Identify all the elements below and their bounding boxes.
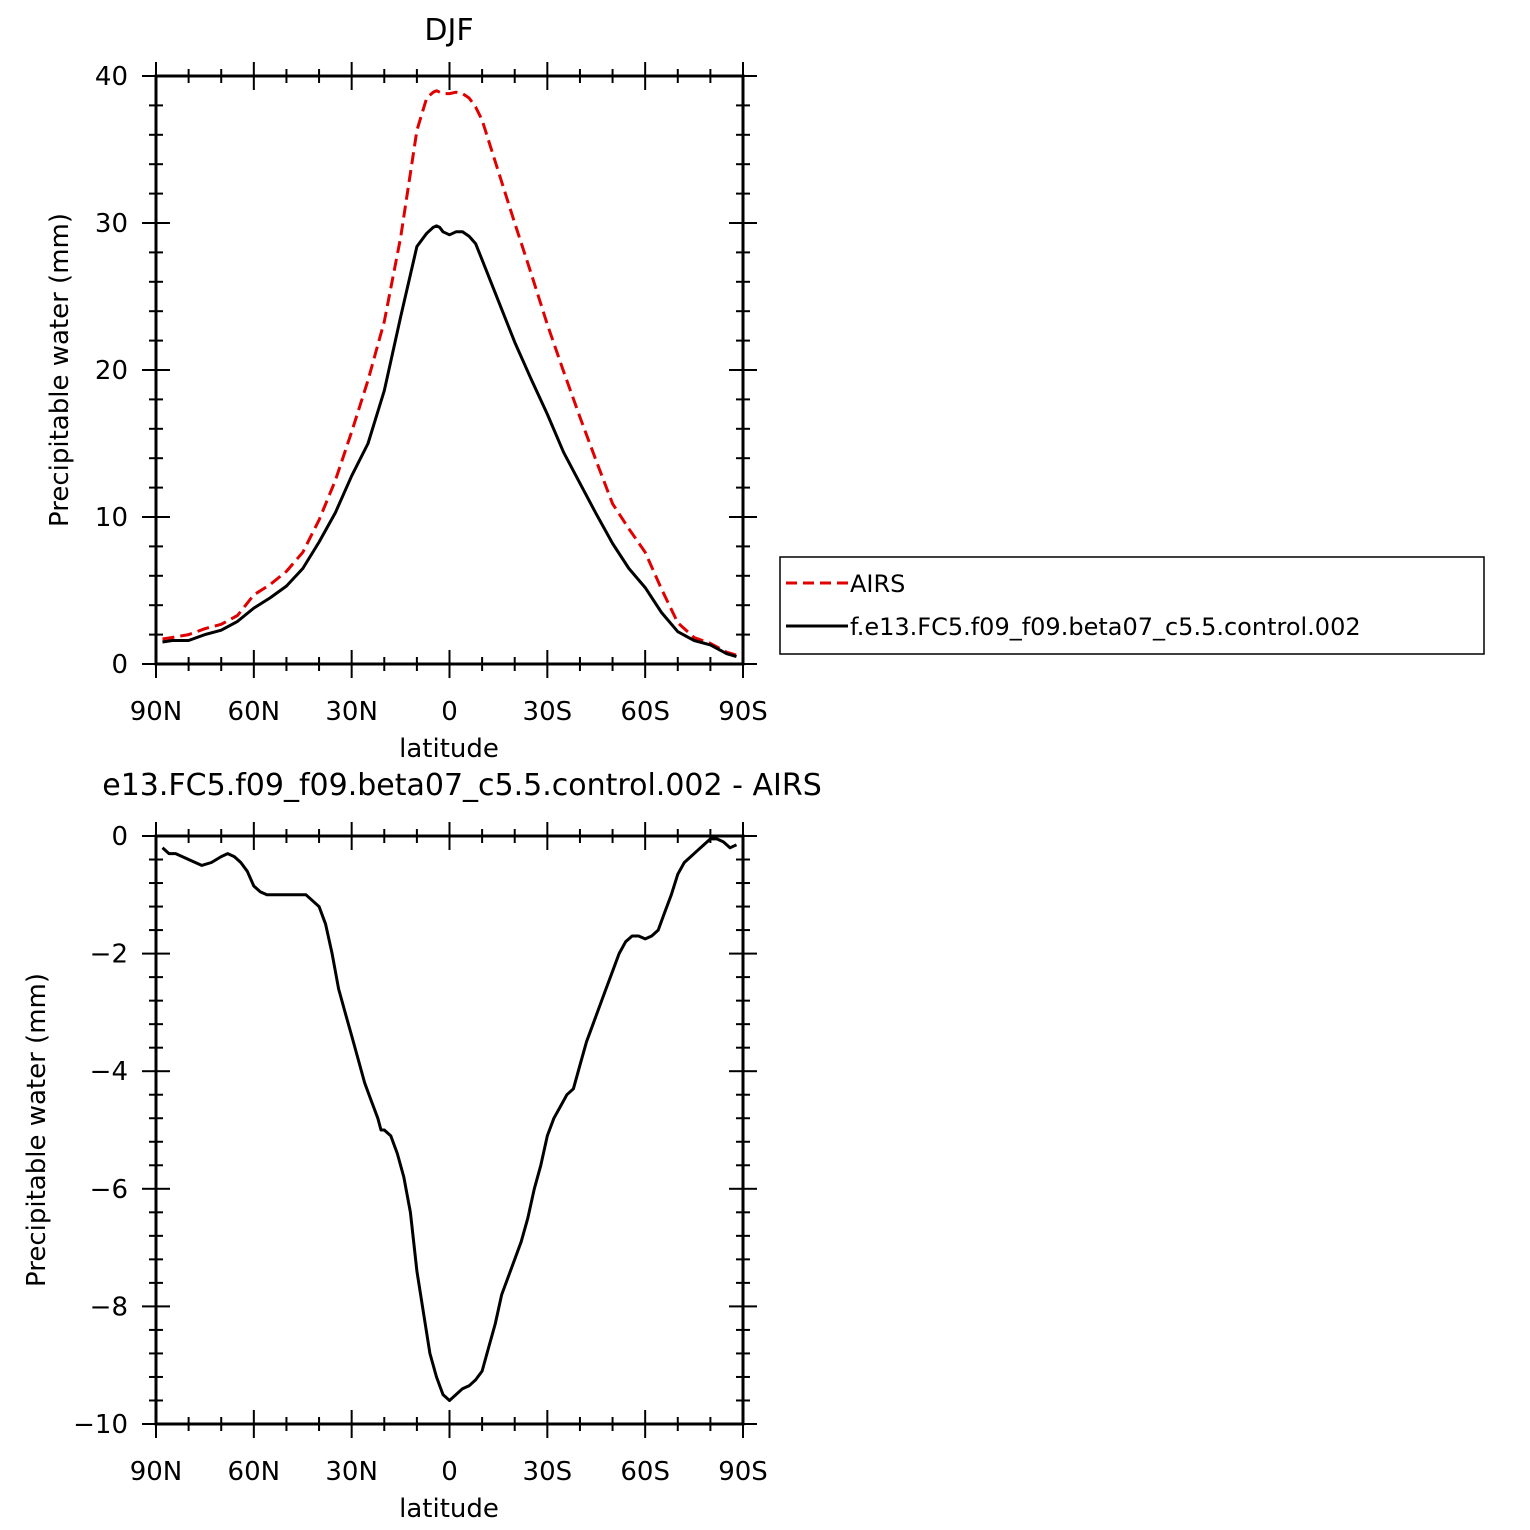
x-tick-label: 90N [130, 697, 183, 727]
y-tick-label: 20 [95, 356, 128, 386]
y-tick-label: −10 [73, 1410, 128, 1440]
bottom-chart-tick-labels: 90N 60N 30N 0 30S 60S 90S −10 −8 −6 −4 −2 0 [73, 822, 768, 1487]
y-tick-label: −2 [90, 940, 128, 970]
bottom-chart-panel: e13.FC5.f09_f09.beta07_c5.5.control.002 … [22, 768, 822, 1524]
top-chart-x-axis-title: latitude [399, 734, 499, 764]
top-chart-panel: DJF 90N 60N 30N 0 30S 60S 90S 0 10 20 30 40 latitud… [45, 13, 768, 764]
series-line-1 [162, 224, 737, 659]
top-chart-lines [162, 89, 737, 659]
top-chart-y-axis-title: Precipitable water (mm) [45, 213, 75, 527]
legend-box [779, 556, 1485, 655]
y-tick-label: −8 [90, 1292, 128, 1322]
x-tick-label: 60N [228, 1457, 281, 1487]
top-chart-frame [154, 74, 745, 666]
y-tick-label: 40 [95, 62, 128, 92]
top-chart-title: DJF [424, 13, 473, 48]
top-chart-tick-labels: 90N 60N 30N 0 30S 60S 90S 0 10 20 30 40 [95, 62, 768, 727]
chart-legend: AIRS f.e13.FC5.f09_f09.beta07_c5.5.contr… [779, 556, 1485, 655]
bottom-chart-lines [161, 837, 738, 1402]
x-tick-label: 30N [325, 697, 378, 727]
series-line-0 [162, 89, 737, 657]
x-tick-label: 90S [718, 697, 768, 727]
bottom-chart-x-axis-title: latitude [399, 1494, 499, 1524]
y-tick-label: 10 [95, 503, 128, 533]
y-tick-label: 30 [95, 209, 128, 239]
legend-model-label: f.e13.FC5.f09_f09.beta07_c5.5.control.00… [850, 613, 1361, 641]
bottom-chart-frame [154, 834, 745, 1426]
x-tick-label: 0 [441, 1457, 458, 1487]
series-line-0 [161, 837, 738, 1402]
x-tick-label: 0 [441, 697, 458, 727]
x-tick-label: 90S [718, 1457, 768, 1487]
y-tick-label: −6 [90, 1175, 128, 1205]
x-tick-label: 60S [620, 697, 670, 727]
legend-airs-label: AIRS [850, 570, 905, 598]
y-tick-label: 0 [111, 650, 128, 680]
x-tick-label: 90N [130, 1457, 183, 1487]
x-tick-label: 30S [523, 1457, 573, 1487]
bottom-chart-y-axis-title: Precipitable water (mm) [22, 973, 52, 1287]
top-chart-ticks [142, 62, 757, 678]
x-tick-label: 30S [523, 697, 573, 727]
x-tick-label: 60N [228, 697, 281, 727]
x-tick-label: 30N [325, 1457, 378, 1487]
y-tick-label: −4 [90, 1057, 128, 1087]
y-tick-label: 0 [111, 822, 128, 852]
bottom-chart-title: e13.FC5.f09_f09.beta07_c5.5.control.002 … [102, 768, 822, 803]
x-tick-label: 60S [620, 1457, 670, 1487]
